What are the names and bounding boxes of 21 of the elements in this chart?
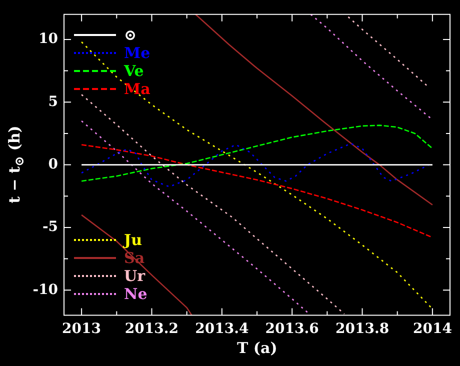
x-tick-label: 2014 [412,321,452,338]
x-axis-title: T (a) [237,339,278,358]
x-tick-label: 2013.8 [335,321,390,338]
legend-label: Ma [124,80,150,98]
legend-label: Ve [124,62,144,80]
legend-label: ⊙ [124,26,137,44]
y-tick-label: 0 [48,156,58,172]
y-tick-label: 5 [48,94,58,110]
y-tick-label: -10 [32,282,58,298]
line-series [80,142,430,188]
x-tick-label: 2013.6 [265,321,319,338]
legend-label: Ur [124,267,145,286]
legend-label: Me [124,44,150,62]
legend-label: Ne [124,285,148,304]
legend-label: Ju [124,231,142,250]
line-series [80,124,434,182]
x-tick-label: 2013 [62,321,102,338]
x-tick-label: 2013.2 [124,321,179,338]
x-tick-label: 2013.4 [195,321,249,338]
y-tick-label: -5 [42,219,58,236]
y-tick-label: 10 [38,31,58,48]
